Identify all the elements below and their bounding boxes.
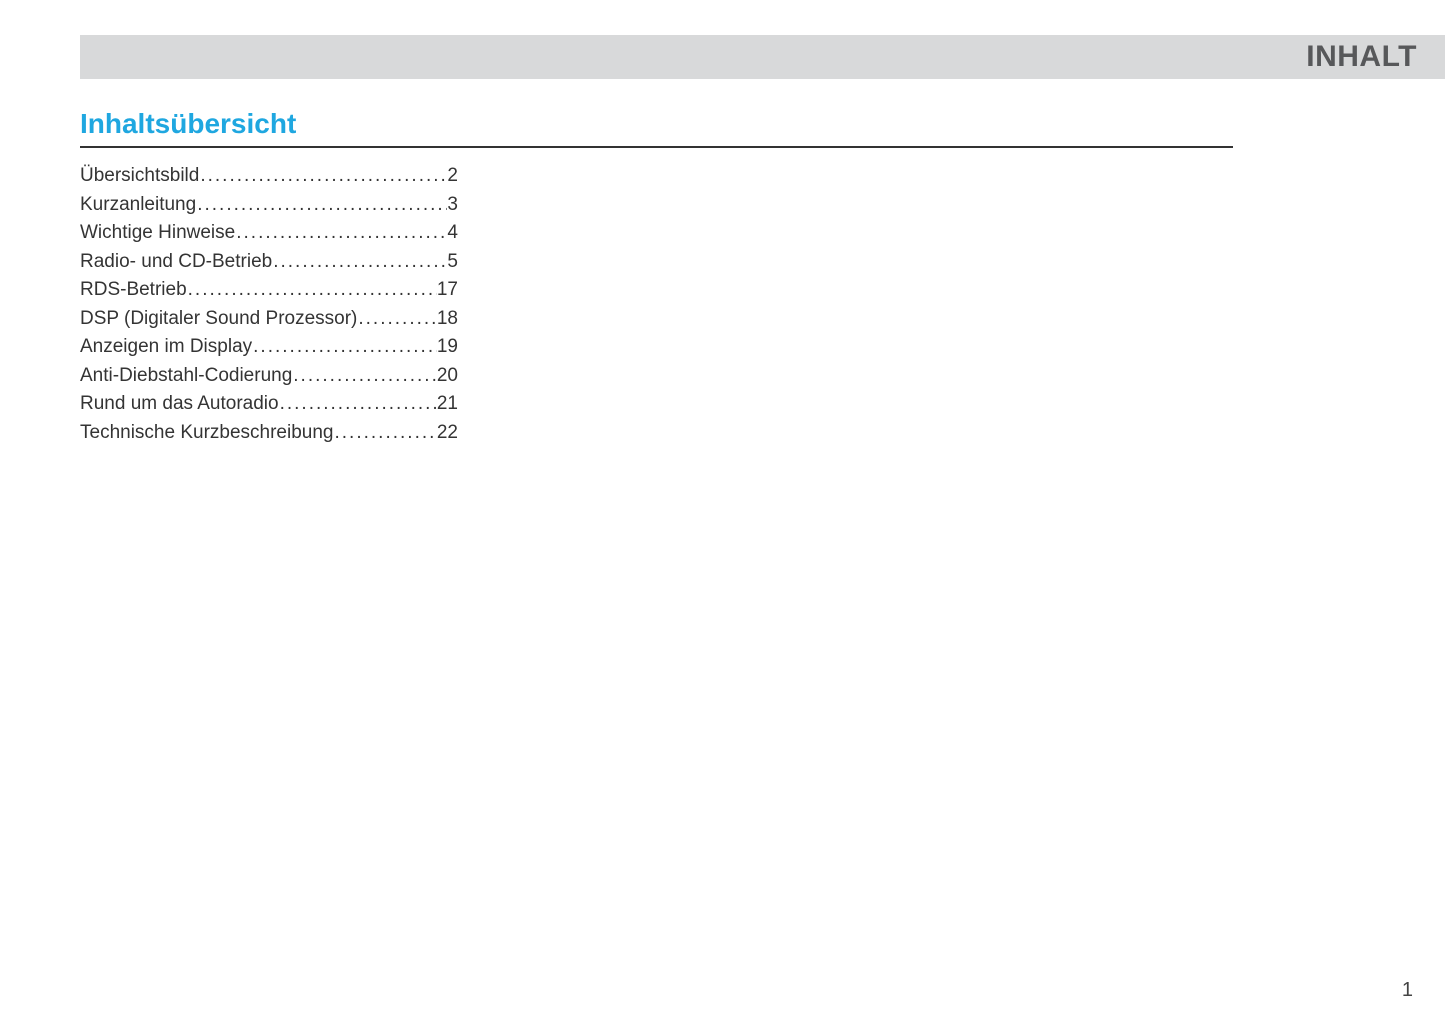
toc-dots (334, 419, 437, 448)
toc-dots (196, 191, 447, 220)
toc-row: Technische Kurzbeschreibung 22 (80, 419, 458, 448)
toc-page: 22 (437, 419, 458, 448)
toc-row: Wichtige Hinweise 4 (80, 219, 458, 248)
header-title: INHALT (1306, 40, 1417, 74)
toc-label: Radio- und CD-Betrieb (80, 248, 272, 277)
toc-page: 3 (447, 191, 458, 220)
toc-row: Anti-Diebstahl-Codierung 20 (80, 362, 458, 391)
toc-label: Übersichtsbild (80, 162, 199, 191)
toc-page: 18 (437, 305, 458, 334)
section-title-wrap: Inhaltsübersicht (80, 108, 1233, 148)
toc-row: DSP (Digitaler Sound Prozessor) 18 (80, 305, 458, 334)
toc-dots (187, 276, 437, 305)
toc-page: 17 (437, 276, 458, 305)
toc-dots (199, 162, 447, 191)
toc-row: Übersichtsbild 2 (80, 162, 458, 191)
toc-dots (235, 219, 447, 248)
toc-page: 20 (437, 362, 458, 391)
toc: Übersichtsbild 2 Kurzanleitung 3 Wichtig… (80, 162, 458, 447)
toc-label: Anti-Diebstahl-Codierung (80, 362, 292, 391)
toc-label: Kurzanleitung (80, 191, 196, 220)
toc-dots (357, 305, 436, 334)
toc-page: 19 (437, 333, 458, 362)
toc-label: Anzeigen im Display (80, 333, 252, 362)
toc-row: Kurzanleitung 3 (80, 191, 458, 220)
toc-row: RDS-Betrieb 17 (80, 276, 458, 305)
toc-dots (292, 362, 437, 391)
toc-page: 2 (447, 162, 458, 191)
toc-dots (252, 333, 437, 362)
toc-row: Radio- und CD-Betrieb 5 (80, 248, 458, 277)
toc-dots (272, 248, 447, 277)
toc-label: Rund um das Autoradio (80, 390, 279, 419)
toc-label: RDS-Betrieb (80, 276, 187, 305)
header-bar: INHALT (80, 35, 1445, 79)
toc-label: DSP (Digitaler Sound Prozessor) (80, 305, 357, 334)
toc-page: 4 (447, 219, 458, 248)
toc-label: Wichtige Hinweise (80, 219, 235, 248)
toc-row: Anzeigen im Display 19 (80, 333, 458, 362)
toc-page: 21 (437, 390, 458, 419)
section-title: Inhaltsübersicht (80, 108, 1233, 140)
toc-row: Rund um das Autoradio 21 (80, 390, 458, 419)
toc-dots (279, 390, 437, 419)
toc-label: Technische Kurzbeschreibung (80, 419, 334, 448)
toc-page: 5 (447, 248, 458, 277)
page-number: 1 (1402, 979, 1413, 1002)
